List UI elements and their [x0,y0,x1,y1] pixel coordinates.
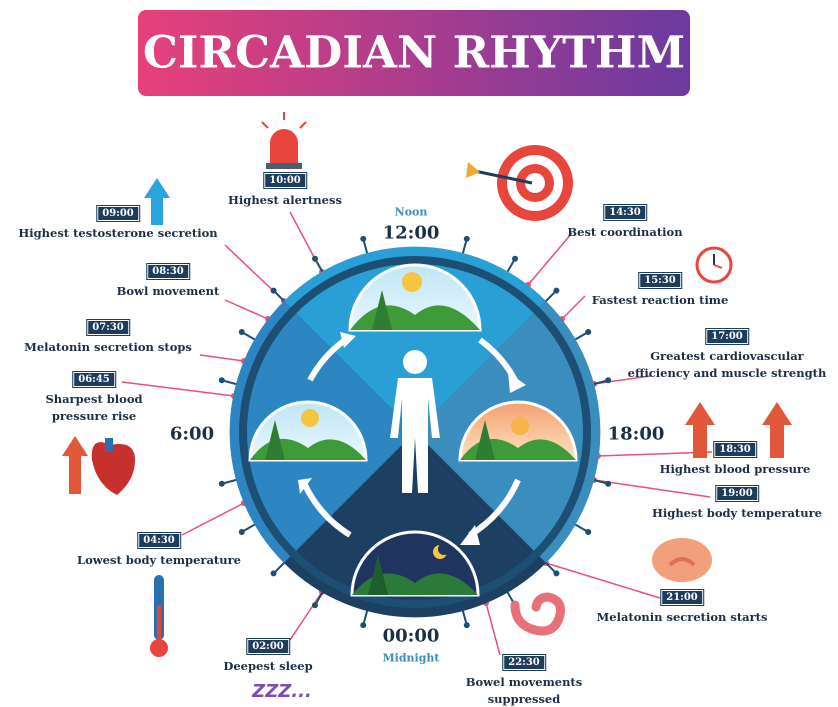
tick-dot [605,377,611,383]
tick-dot [464,622,470,628]
event-time: 17:00 [706,329,748,344]
event-time: 21:00 [661,590,703,605]
tick-dot [605,481,611,487]
event-label: Lowest body temperature [59,552,259,569]
connector [182,503,244,535]
tick-dot [512,256,518,262]
tick-dot [585,529,591,535]
connector [486,603,500,655]
event-label: Greatest cardiovascular efficiency and m… [620,348,835,382]
clock-left: 6:00 [170,424,214,445]
event-label: Fastest reaction time [570,292,750,309]
event-time: 19:00 [716,486,758,501]
clock-bottom: 00:00 [383,626,440,647]
icon-stomach [515,597,561,631]
event-time: 15:30 [639,273,681,288]
infographic: CIRCADIAN RHYTHM [0,0,838,707]
event-time: 09:00 [97,206,139,221]
tick-dot [360,236,366,242]
tick-dot [239,329,245,335]
event-label: Highest testosterone secretion [0,225,238,242]
tick-dot [219,377,225,383]
icon-siren [262,112,306,169]
tick-dot [360,622,366,628]
tick-dot [271,288,277,294]
clock-right: 18:00 [608,424,665,445]
event-time: 10:00 [264,173,306,188]
icon-arrow-up-blue [144,178,170,225]
clock-top: 12:00 [383,223,440,244]
tick-dot [585,329,591,335]
event-time: 08:30 [147,264,189,279]
noon-label: Noon [395,206,428,219]
icon-alarm-clock [697,248,731,282]
sleep-icon: ZZZ... [251,681,312,702]
tick-dot [553,288,559,294]
event-time: 14:30 [604,205,646,220]
tick-dot [312,256,318,262]
event-time: 04:30 [138,533,180,548]
midnight-label: Midnight [383,652,440,665]
event-time: 02:00 [247,639,289,654]
tick-dot [464,236,470,242]
tick-dot [553,570,559,576]
tick-dot [219,481,225,487]
event-time: 07:30 [87,320,129,335]
icon-target [466,145,573,221]
event-label: Best coordination [545,224,705,241]
connector [290,592,322,640]
event-time: 22:30 [503,655,545,670]
title: CIRCADIAN RHYTHM [143,28,685,79]
event-time: 06:45 [73,372,115,387]
connector [594,480,710,497]
tick-dot [239,529,245,535]
event-label: Melatonin secretion stops [3,339,213,356]
connector [225,300,268,319]
event-label: Sharpest blood pressure rise [34,391,154,425]
icon-heart [92,438,135,495]
tick-dot [312,602,318,608]
event-label: Bowl movement [93,283,243,300]
icon-brain [652,538,712,582]
event-label: Bowel movements suppressed [449,674,599,707]
event-label: Deepest sleep [203,658,333,675]
event-time: 18:30 [714,442,756,457]
event-label: Highest alertness [200,192,370,209]
icon-thermometer [150,575,168,657]
event-label: Melatonin secretion starts [582,609,782,626]
event-label: Highest blood pressure [635,461,835,478]
tick-dot [271,570,277,576]
event-label: Highest body temperature [637,505,837,522]
connector [546,563,660,598]
